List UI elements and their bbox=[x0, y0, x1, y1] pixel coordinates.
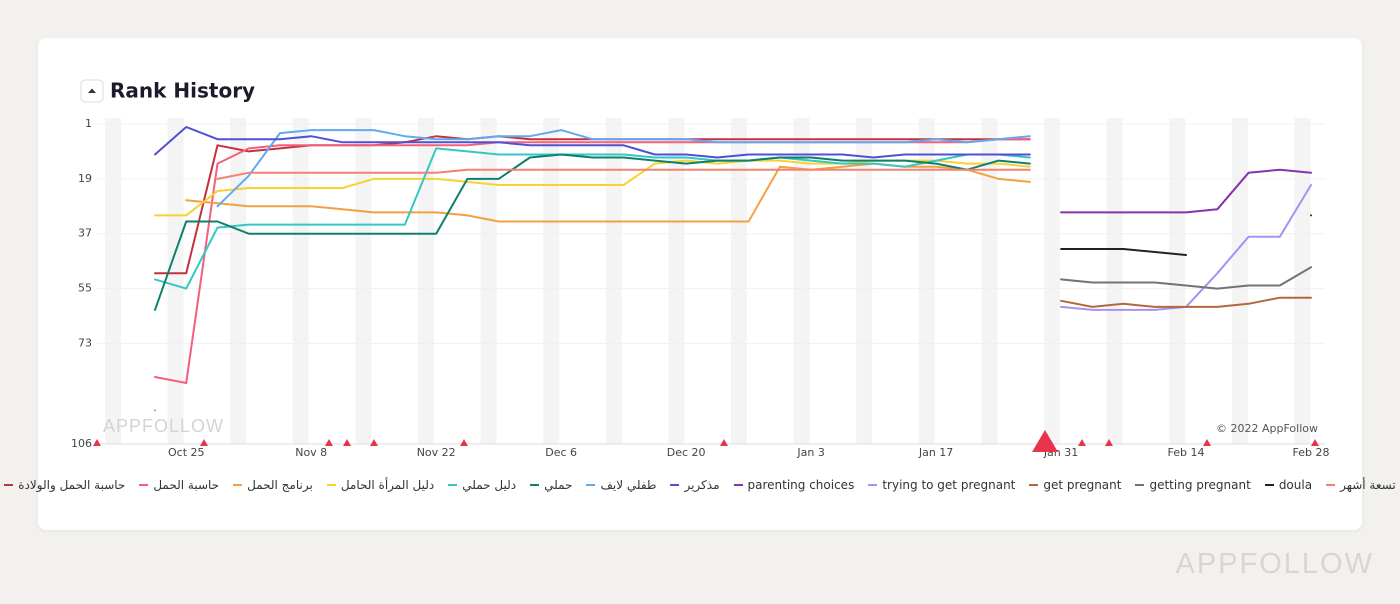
legend-label: حاسبة الحمل bbox=[153, 478, 220, 492]
legend-item[interactable]: حاسبة الحمل bbox=[139, 478, 219, 492]
legend-swatch bbox=[1326, 484, 1336, 486]
weekend-band bbox=[793, 118, 810, 444]
brand-watermark: APPFOLLOW bbox=[1175, 548, 1374, 580]
legend-swatch bbox=[448, 484, 458, 486]
weekend-band bbox=[543, 118, 560, 444]
series-line bbox=[154, 147, 1031, 290]
y-tick-label: 106 bbox=[71, 437, 92, 450]
weekend-band bbox=[292, 118, 309, 444]
legend-label: get pregnant bbox=[1043, 478, 1122, 492]
x-tick-label: Nov 22 bbox=[417, 446, 456, 459]
legend-item[interactable]: تسعة أشهر bbox=[1326, 478, 1396, 492]
weekend-band bbox=[230, 118, 247, 444]
event-markers bbox=[93, 430, 1319, 452]
series-line bbox=[1060, 214, 1312, 256]
x-tick-label: Oct 25 bbox=[168, 446, 205, 459]
y-tick-label: 19 bbox=[78, 172, 92, 185]
weekend-band bbox=[418, 118, 434, 444]
copyright: © 2022 AppFollow bbox=[1216, 422, 1318, 435]
legend-label: تسعة أشهر bbox=[1340, 478, 1396, 492]
legend-item[interactable]: طفلي لايف bbox=[586, 478, 656, 492]
y-tick-label: 73 bbox=[78, 336, 92, 349]
weekend-band bbox=[1231, 118, 1248, 444]
series-line bbox=[154, 126, 1031, 159]
legend-swatch bbox=[530, 484, 540, 486]
legend-label: حملي bbox=[544, 478, 573, 492]
series-line bbox=[1060, 296, 1312, 308]
x-tick-label: Jan 3 bbox=[796, 446, 824, 459]
legend-item[interactable]: parenting choices bbox=[733, 478, 855, 492]
series-line bbox=[1060, 266, 1312, 290]
legend-item[interactable]: دليل حملي bbox=[448, 478, 516, 492]
legend-item[interactable]: حملي bbox=[530, 478, 572, 492]
legend-swatch bbox=[868, 484, 878, 486]
x-tick-label: Dec 6 bbox=[545, 446, 577, 459]
weekend-band bbox=[480, 118, 497, 444]
legend-item[interactable]: getting pregnant bbox=[1135, 478, 1251, 492]
legend-swatch bbox=[1264, 484, 1274, 486]
y-tick-label: 55 bbox=[78, 282, 92, 295]
event-marker-large[interactable] bbox=[1032, 430, 1058, 452]
legend-item[interactable]: مذكرير bbox=[670, 478, 720, 492]
legend-label: دليل المرأة الحامل bbox=[340, 478, 435, 492]
legend-swatch bbox=[233, 484, 243, 486]
legend-label: trying to get pregnant bbox=[882, 478, 1016, 492]
series-line bbox=[216, 168, 1031, 180]
legend-label: getting pregnant bbox=[1149, 478, 1251, 492]
legend-label: برنامج الحمل bbox=[247, 478, 313, 492]
x-tick-label: Feb 14 bbox=[1168, 446, 1205, 459]
series-line bbox=[1060, 168, 1312, 214]
legend-swatch bbox=[733, 484, 743, 486]
y-tick-label: 37 bbox=[78, 227, 92, 240]
weekend-band bbox=[731, 118, 747, 444]
legend-swatch bbox=[586, 484, 596, 486]
weekend-band bbox=[1044, 118, 1060, 444]
legend-swatch bbox=[4, 484, 14, 486]
watermark: APPFOLLOW bbox=[103, 416, 224, 436]
legend-label: دليل حملي bbox=[462, 478, 517, 492]
weekend-band bbox=[355, 118, 372, 444]
weekend-band bbox=[856, 118, 873, 444]
collapse-icon bbox=[88, 88, 96, 93]
weekend-band bbox=[918, 118, 935, 444]
legend-item[interactable]: دليل المرأة الحامل bbox=[326, 478, 435, 492]
series-line bbox=[154, 129, 1031, 412]
legend-item[interactable]: doula bbox=[1264, 478, 1313, 492]
y-tick-label: 1 bbox=[85, 117, 92, 130]
legend-swatch bbox=[139, 484, 149, 486]
x-tick-label: Feb 28 bbox=[1293, 446, 1330, 459]
series-line bbox=[1060, 184, 1312, 311]
legend-item[interactable]: get pregnant bbox=[1029, 478, 1121, 492]
weekend-band bbox=[1294, 118, 1311, 444]
legend-swatch bbox=[1135, 484, 1145, 486]
weekend-band bbox=[1169, 118, 1186, 444]
series-line bbox=[154, 138, 1031, 384]
legend-swatch bbox=[1029, 484, 1039, 486]
chart-title: Rank History bbox=[110, 79, 255, 103]
x-tick-label: Dec 20 bbox=[667, 446, 706, 459]
weekend-band bbox=[1106, 118, 1123, 444]
legend-swatch bbox=[326, 484, 336, 486]
legend-swatch bbox=[670, 484, 680, 486]
weekend-band bbox=[981, 118, 998, 444]
legend-label: doula bbox=[1278, 478, 1313, 492]
legend-label: طفلي لايف bbox=[600, 478, 657, 492]
legend-item[interactable]: trying to get pregnant bbox=[868, 478, 1015, 492]
x-tick-label: Nov 8 bbox=[295, 446, 327, 459]
legend-label: parenting choices bbox=[747, 478, 855, 492]
weekend-band bbox=[605, 118, 622, 444]
legend-item[interactable]: برنامج الحمل bbox=[233, 478, 313, 492]
legend: حاسبة الحمل والولادة حاسبة الحمل برنامج ال… bbox=[0, 478, 1400, 492]
x-tick-label: Jan 17 bbox=[918, 446, 953, 459]
series-line bbox=[154, 153, 1031, 311]
weekend-band bbox=[167, 118, 184, 444]
weekend-band bbox=[668, 118, 685, 444]
card bbox=[38, 38, 1362, 530]
legend-label: حاسبة الحمل والولادة bbox=[18, 478, 126, 492]
legend-item[interactable]: حاسبة الحمل والولادة bbox=[4, 478, 125, 492]
legend-label: مذكرير bbox=[684, 478, 720, 492]
weekend-band bbox=[105, 118, 121, 444]
